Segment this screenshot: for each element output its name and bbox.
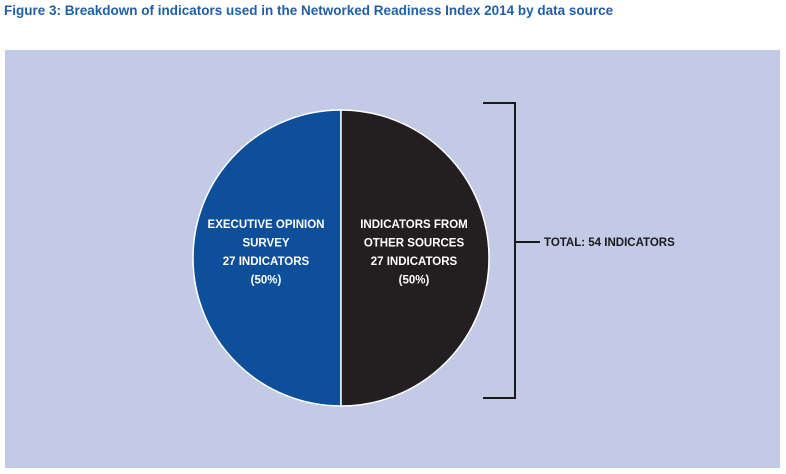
slice-label-line: (50%) xyxy=(251,275,282,287)
figure-title: Figure 3: Breakdown of indicators used i… xyxy=(4,3,614,18)
slice-label-line: (50%) xyxy=(399,275,430,287)
slice-label-line: 27 INDICATORS xyxy=(223,256,310,268)
slice-label-line: SURVEY xyxy=(242,238,289,250)
slice-label-line: INDICATORS FROM xyxy=(360,219,468,231)
pie-slices xyxy=(192,109,490,407)
total-bracket: TOTAL: 54 INDICATORS xyxy=(483,102,675,399)
slice-label-0: EXECUTIVE OPINION SURVEY 27 INDICATORS (50%… xyxy=(208,219,325,287)
total-label: TOTAL: 54 INDICATORS xyxy=(544,237,675,249)
slice-label-line: OTHER SOURCES xyxy=(364,238,465,250)
bracket-line xyxy=(483,102,540,399)
slice-label-line: EXECUTIVE OPINION xyxy=(208,219,325,231)
slice-label-line: 27 INDICATORS xyxy=(371,256,458,268)
slice-label-1: INDICATORS FROM OTHER SOURCES 27 INDICATOR… xyxy=(360,219,468,287)
pie-slice-0 xyxy=(192,109,342,407)
pie-labels: EXECUTIVE OPINION SURVEY 27 INDICATORS (50%… xyxy=(208,219,468,287)
pie-slice-1 xyxy=(340,109,490,407)
